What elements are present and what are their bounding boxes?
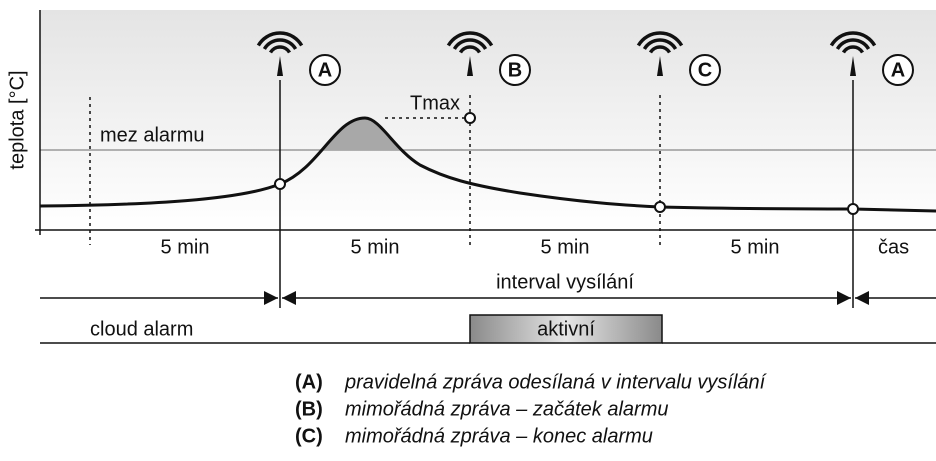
signal-arc bbox=[452, 38, 488, 50]
legend-text: mimořádná zpráva – konec alarmu bbox=[345, 425, 653, 447]
alarm-active bbox=[469, 314, 663, 344]
legend-text: mimořádná zpráva – začátek alarmu bbox=[345, 398, 668, 420]
legend-key: (A) bbox=[295, 371, 323, 393]
antenna bbox=[277, 56, 283, 76]
interval-duration: 5 min bbox=[351, 236, 400, 258]
signal-arc bbox=[648, 45, 672, 54]
signal-arc bbox=[829, 31, 877, 47]
signal-arc bbox=[642, 38, 678, 50]
interval-duration: 5 min bbox=[161, 236, 210, 258]
marker-letter: B bbox=[508, 59, 522, 81]
marker-letter: A bbox=[891, 59, 905, 81]
signal-arc bbox=[446, 31, 494, 47]
plot-background bbox=[40, 10, 936, 230]
antenna bbox=[850, 56, 856, 76]
points bbox=[274, 112, 859, 215]
signal-arc bbox=[636, 31, 684, 47]
marker-circle bbox=[689, 54, 721, 86]
temperature-curve bbox=[39, 116, 936, 213]
marker-circle bbox=[499, 54, 531, 86]
solid-lines bbox=[279, 80, 854, 308]
threshold-label: mez alarmu bbox=[100, 124, 204, 146]
legend-key: (C) bbox=[295, 425, 323, 447]
interval-duration: 5 min bbox=[541, 236, 590, 258]
peak-label: Tmax bbox=[410, 92, 460, 114]
signal-arc bbox=[262, 38, 298, 50]
legend-key: (B) bbox=[295, 398, 323, 420]
alarm-label: cloud alarm bbox=[90, 318, 193, 340]
y-axis-label: teplota [°C] bbox=[6, 70, 28, 169]
marker-circle bbox=[309, 54, 341, 86]
interval-duration: 5 min bbox=[731, 236, 780, 258]
antenna bbox=[467, 56, 473, 76]
antenna bbox=[657, 56, 663, 76]
exceed-area bbox=[280, 118, 420, 150]
marker-circle bbox=[882, 54, 914, 86]
signal-arc bbox=[256, 31, 304, 47]
marker-letter: A bbox=[318, 59, 332, 81]
x-axis-label: čas bbox=[878, 236, 909, 258]
signal-arc bbox=[835, 38, 871, 50]
signal-arc bbox=[458, 45, 482, 54]
signal-arc bbox=[841, 45, 865, 54]
alarm-state: aktivní bbox=[537, 318, 595, 340]
signal-arc bbox=[268, 45, 292, 54]
interval-label: interval vysílání bbox=[496, 271, 634, 293]
dynamic: A B C A 5 min 5 min 5 min 5 min (A) pravidelná zp… bbox=[161, 31, 914, 447]
legend-text: pravidelná zpráva odesílaná v intervalu … bbox=[344, 371, 768, 393]
marker-letter: C bbox=[698, 59, 712, 81]
